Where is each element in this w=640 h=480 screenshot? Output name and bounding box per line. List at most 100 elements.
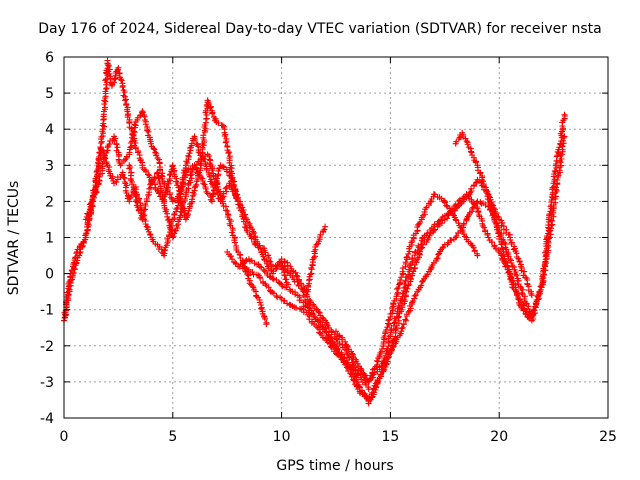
data-point <box>169 162 176 169</box>
data-point-trace <box>432 243 447 264</box>
data-point-trace <box>234 197 249 221</box>
data-point-trace <box>453 217 468 240</box>
y-axis-label: SDTVAR / TECUs <box>6 181 22 296</box>
series-sat-d <box>126 155 329 295</box>
data-point-trace <box>226 251 239 267</box>
y-tick-label: -4 <box>40 411 54 427</box>
data-point-trace <box>475 208 491 238</box>
series-sat-c <box>82 108 292 288</box>
data-point-trace <box>302 293 317 317</box>
data-point-trace <box>219 163 230 175</box>
data-point-trace <box>484 190 498 221</box>
data-point-trace <box>409 278 426 305</box>
data-point-trace <box>76 236 89 256</box>
data-point-trace <box>258 264 273 280</box>
data-point-trace <box>247 257 262 268</box>
data-point-trace <box>550 113 568 185</box>
data-point-trace <box>322 325 339 350</box>
data-point-trace <box>62 279 74 321</box>
data-point <box>169 234 176 241</box>
data-point-trace <box>509 284 523 308</box>
data-point-trace <box>455 193 469 207</box>
data-point-trace <box>399 272 416 311</box>
x-tick-label: 5 <box>168 429 177 445</box>
data-point-trace <box>398 301 415 332</box>
y-tick-label: 4 <box>45 122 54 138</box>
data-point <box>528 292 535 299</box>
data-point-trace <box>205 99 219 124</box>
data-point <box>474 198 481 205</box>
data-point-trace <box>237 257 250 268</box>
data-point <box>243 216 250 223</box>
y-tick-label: 5 <box>45 86 54 102</box>
x-tick-label: 10 <box>273 429 291 445</box>
data-point-trace <box>252 236 267 260</box>
x-tick-label: 0 <box>60 429 69 445</box>
data-point-trace <box>376 316 393 358</box>
data-point <box>561 111 568 118</box>
data-point-trace <box>99 60 111 130</box>
data-point-trace <box>421 193 437 218</box>
data-point-trace <box>191 135 204 159</box>
data-point <box>343 364 350 371</box>
data-point-trace <box>377 351 393 380</box>
data-point-trace <box>126 121 139 156</box>
data-point-trace <box>115 66 128 99</box>
data-point-trace <box>432 191 447 204</box>
data-point-trace <box>249 283 263 303</box>
data-point-trace <box>292 289 304 304</box>
data-point-trace <box>344 351 359 373</box>
data-point-trace <box>140 181 154 220</box>
data-point-trace <box>247 269 262 279</box>
data-point-trace <box>172 193 182 204</box>
series-sat-b <box>61 133 270 328</box>
data-point-trace <box>518 304 530 318</box>
data-point-trace <box>170 218 182 240</box>
data-point-trace <box>432 217 446 233</box>
data-point-trace <box>208 165 223 203</box>
data-point-trace <box>508 257 524 290</box>
data-point-trace <box>111 135 123 166</box>
data-point <box>409 299 416 306</box>
data-point-trace <box>313 323 327 341</box>
series-sat-g <box>278 133 568 385</box>
data-point-trace <box>96 147 111 184</box>
data-point <box>139 108 146 115</box>
data-point-trace <box>387 277 404 317</box>
data-point-trace <box>410 214 425 242</box>
data-point-trace <box>486 237 502 254</box>
data-point-trace <box>444 236 457 248</box>
x-tick-label: 20 <box>490 429 508 445</box>
data-point-trace <box>118 153 130 167</box>
y-tick-label: 2 <box>45 194 54 210</box>
data-point <box>278 259 285 266</box>
data-point-trace <box>291 304 305 312</box>
data-point <box>507 256 514 263</box>
data-point <box>100 126 107 133</box>
data-point-trace <box>467 145 479 166</box>
data-point-trace <box>154 170 166 203</box>
data-point-trace <box>139 164 153 181</box>
data-point-trace <box>226 182 240 199</box>
data-point-trace <box>459 131 471 148</box>
data-point-trace <box>148 143 160 159</box>
data-point <box>387 350 394 357</box>
data-point-trace <box>132 145 146 166</box>
data-point-trace <box>122 96 133 123</box>
data-point-trace <box>221 123 233 160</box>
data-point-trace <box>215 120 225 129</box>
y-tick-label: 3 <box>45 158 54 174</box>
data-point-trace <box>501 251 515 286</box>
axes-layer: 0 5 10 15 20 25 -4 -3 -2 -1 0 1 2 3 4 5 6 <box>40 50 617 445</box>
series-sat-i <box>333 191 481 385</box>
y-tick-label: -2 <box>40 339 54 355</box>
data-point <box>261 256 268 263</box>
data-point-trace <box>149 236 159 247</box>
data-point <box>263 321 270 328</box>
data-point-trace <box>105 164 117 184</box>
data-point-trace <box>139 109 154 145</box>
series-sat-j <box>452 129 531 320</box>
data-point-trace <box>161 200 176 238</box>
data-point-trace <box>312 315 327 330</box>
